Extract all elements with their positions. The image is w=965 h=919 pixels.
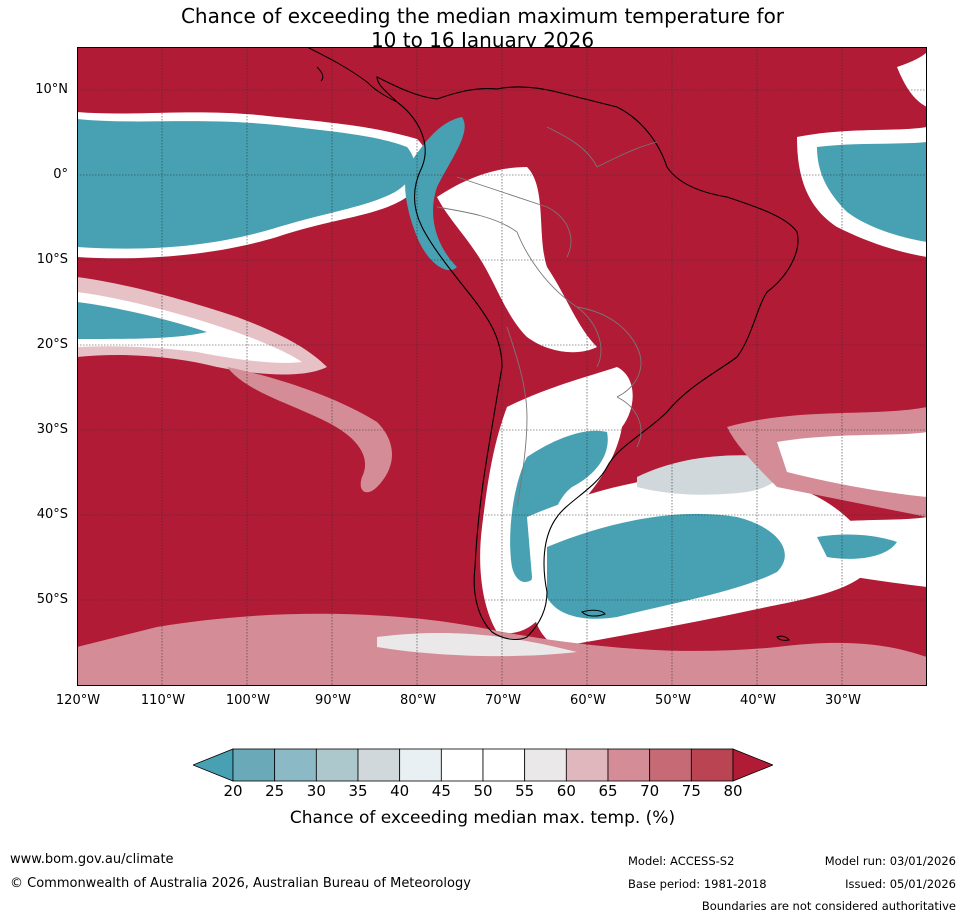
lat-label-50s: 50°S (36, 592, 68, 607)
base-period-text: Base period: 1981-2018 (628, 877, 767, 891)
lon-label-50w: 50°W (655, 693, 691, 708)
colorbar-box-60 (565, 748, 609, 782)
copyright-text: © Commonwealth of Australia 2026, Austra… (10, 876, 471, 891)
colorbar-tick-label: 60 (556, 782, 576, 800)
colorbar-extend-low (193, 748, 234, 782)
south-america-coastline (376, 76, 799, 641)
colorbar-extend-high (732, 748, 773, 782)
andes-neutral (437, 167, 597, 353)
colorbar (193, 748, 773, 782)
colorbar-tick-label: 75 (681, 782, 701, 800)
colorbar-box-35 (357, 748, 401, 782)
lon-label-60w: 60°W (570, 693, 606, 708)
map-title: Chance of exceeding the median maximum t… (0, 4, 965, 52)
lat-label-10n: 10°N (35, 82, 68, 97)
colorbar-label: Chance of exceeding median max. temp. (%… (289, 808, 676, 828)
colorbar-box-75 (690, 748, 734, 782)
lat-label-30s: 30°S (36, 422, 68, 437)
country-borders (436, 126, 658, 508)
colorbar-tick-label: 70 (640, 782, 660, 800)
colorbar-tick-label: 45 (431, 782, 451, 800)
model-text: Model: ACCESS-S2 (628, 854, 735, 868)
lon-label-70w: 70°W (485, 693, 521, 708)
lon-label-40w: 40°W (740, 693, 776, 708)
map-frame (77, 47, 927, 686)
lat-label-40s: 40°S (36, 507, 68, 522)
lon-label-80w: 80°W (400, 693, 436, 708)
lon-label-110w: 110°W (140, 693, 186, 708)
colorbar-tick-label: 55 (515, 782, 535, 800)
colorbar-tick-label: 50 (473, 782, 493, 800)
lon-label-120w: 120°W (55, 693, 101, 708)
colorbar-tick-label: 30 (306, 782, 326, 800)
colorbar-box-65 (607, 748, 651, 782)
colorbar-box-45 (440, 748, 484, 782)
website-link[interactable]: www.bom.gov.au/climate (10, 852, 174, 867)
lon-label-90w: 90°W (315, 693, 351, 708)
colorbar-tick-label: 35 (348, 782, 368, 800)
disclaimer-text: Boundaries are not considered authoritat… (701, 899, 956, 913)
colorbar-tick-label: 25 (265, 782, 285, 800)
colorbar-tick-label: 65 (598, 782, 618, 800)
model-run-text: Model run: 03/01/2026 (824, 854, 956, 868)
lat-label-20s: 20°S (36, 337, 68, 352)
colorbar-tick-label: 20 (223, 782, 243, 800)
colorbar-box-50 (482, 748, 526, 782)
lat-label-0: 0° (53, 167, 68, 182)
colorbar-box-55 (524, 748, 567, 782)
colorbar-box-25 (274, 748, 317, 782)
colorbar-tick-label: 40 (390, 782, 410, 800)
issued-text: Issued: 05/01/2026 (845, 877, 956, 891)
colorbar-box-20 (232, 748, 276, 782)
lon-label-100w: 100°W (225, 693, 271, 708)
lon-label-30w: 30°W (825, 693, 861, 708)
colorbar-box-70 (649, 748, 692, 782)
lat-label-10s: 10°S (36, 252, 68, 267)
title-line-1: Chance of exceeding the median maximum t… (180, 4, 785, 28)
colorbar-box-30 (315, 748, 359, 782)
probability-map (77, 47, 927, 686)
colorbar-tick-label: 80 (723, 782, 743, 800)
colorbar-box-40 (399, 748, 442, 782)
